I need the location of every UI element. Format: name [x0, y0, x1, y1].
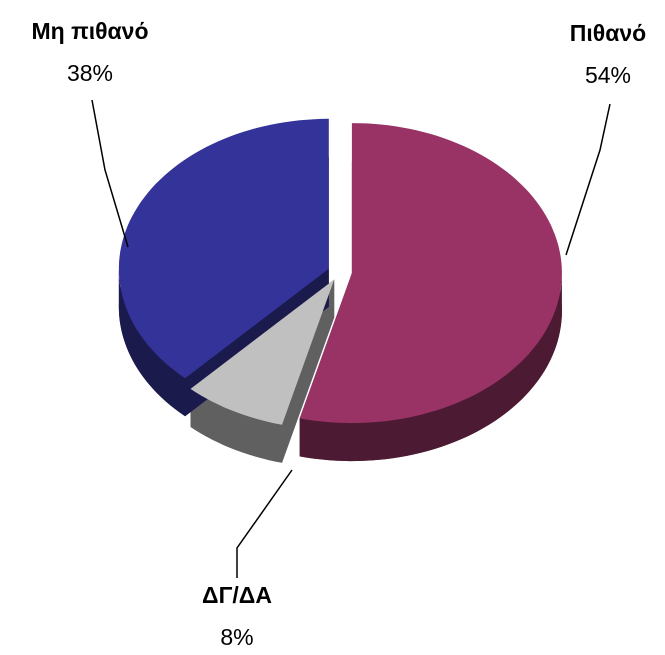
labels: Πιθανό 54% ΔΓ/ΔΑ 8% Μη πιθανό 38%: [31, 18, 646, 650]
slice: [299, 123, 562, 424]
pie-tops: [118, 118, 562, 425]
slice-outer-wall: [190, 388, 282, 463]
slice: [118, 118, 329, 379]
label-name: Μη πιθανό: [31, 18, 148, 44]
label-name: ΔΓ/ΔΑ: [202, 582, 272, 608]
leader-line: [565, 103, 611, 256]
label-value: 8%: [220, 624, 253, 650]
slice-outer-wall: [299, 273, 562, 462]
slice: [190, 279, 335, 425]
label-value: 54%: [585, 62, 631, 88]
leader-line: [91, 99, 129, 248]
slice-outer-wall: [118, 268, 186, 417]
label-name: Πιθανό: [570, 20, 646, 46]
leader-line: [236, 469, 293, 578]
label-value: 38%: [67, 60, 113, 86]
